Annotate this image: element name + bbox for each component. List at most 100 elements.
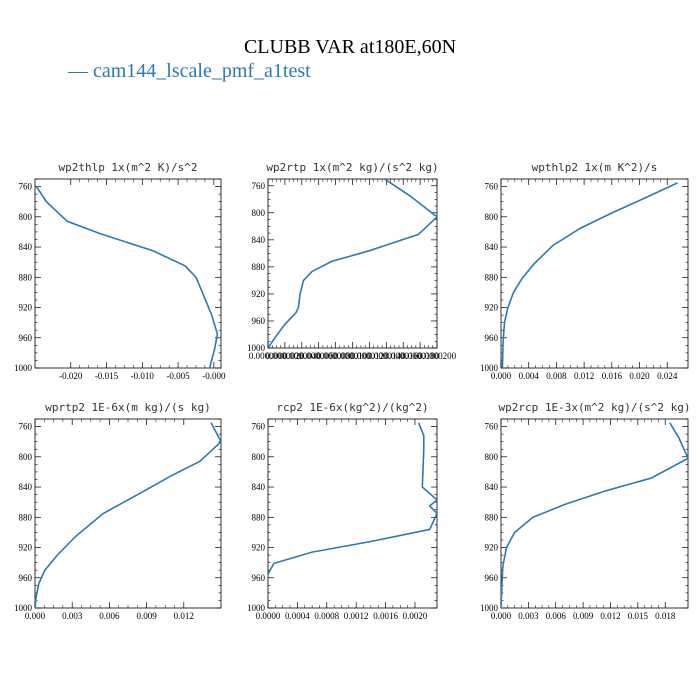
y-tick-label: 880	[485, 512, 499, 522]
x-tick-label: 0.0000180	[401, 351, 440, 361]
series-line	[268, 179, 437, 348]
x-tick-label: 0.008	[546, 371, 567, 381]
y-tick-label: 1000	[247, 343, 266, 353]
y-tick-label: 920	[19, 543, 33, 553]
x-tick-label: 0.012	[600, 611, 620, 621]
series-line	[35, 422, 221, 608]
x-tick-label: 0.018	[655, 611, 676, 621]
series-line	[501, 182, 678, 368]
y-tick-label: 760	[485, 422, 499, 432]
y-tick-label: 800	[485, 212, 499, 222]
chart-panel-6: wp2rcp 1E-3x(m^2 kg)/(s^2 kg) 760 800 840 88…	[480, 401, 691, 621]
y-tick-label: 1000	[480, 603, 499, 613]
x-tick-label: 0.003	[62, 611, 83, 621]
y-tick-label: 920	[485, 303, 499, 313]
chart-panel-2: wp2rtp 1x(m^2 kg)/(s^2 kg)760 800 840 880 92…	[247, 161, 457, 361]
x-tick-label: 0.0012	[344, 611, 369, 621]
chart-panel-4: wprtp2 1E-6x(m kg)/(s kg) 760 800 840 880 920…	[14, 401, 222, 621]
y-tick-label: 800	[19, 212, 33, 222]
y-tick-label: 800	[252, 208, 266, 218]
x-tick-label: -0.020	[59, 371, 83, 381]
y-tick-label: 960	[19, 573, 33, 583]
panel-title: wp2thlp 1x(m^2 K)/s^2	[58, 161, 197, 174]
x-tick-label: 0.000	[491, 371, 512, 381]
x-tick-label: 0.020	[629, 371, 650, 381]
y-tick-label: 960	[252, 316, 266, 326]
series-line	[501, 422, 688, 608]
x-tick-label: 0.0000	[256, 611, 281, 621]
x-tick-label: 0.015	[628, 611, 649, 621]
y-tick-label: 760	[252, 181, 266, 191]
y-tick-label: 960	[252, 573, 266, 583]
x-tick-label: 0.016	[602, 371, 623, 381]
panel-title: wp2rcp 1E-3x(m^2 kg)/(s^2 kg)	[498, 401, 690, 414]
y-tick-label: 760	[252, 422, 266, 432]
chart-panel-5: rcp2 1E-6x(kg^2)/(kg^2) 760 800 840 880 920 96…	[247, 401, 438, 621]
x-tick-label: 0.012	[574, 371, 594, 381]
plot-frame	[34, 418, 222, 609]
y-tick-label: 920	[19, 303, 33, 313]
x-tick-label: 0.0000100	[333, 351, 372, 361]
y-tick-label: 880	[485, 272, 499, 282]
panel-title: rcp2 1E-6x(kg^2)/(kg^2)	[276, 401, 428, 414]
x-tick-label: 0.0004	[285, 611, 310, 621]
y-tick-label: 760	[19, 422, 33, 432]
y-tick-label: 960	[19, 333, 33, 343]
series-line	[268, 422, 437, 575]
x-tick-label: 0.004	[519, 371, 540, 381]
plot-frame	[500, 418, 689, 609]
x-tick-label: 0.006	[546, 611, 567, 621]
x-tick-label: 0.0008	[314, 611, 339, 621]
x-tick-label: 0.0016	[373, 611, 398, 621]
y-tick-label: 840	[485, 482, 499, 492]
chart-panel-3: wpthlp2 1x(m K^2)/s 760 800 840 880 920 960 100…	[480, 161, 689, 381]
chart-panel-1: wp2thlp 1x(m^2 K)/s^2 760 800 840 880 920 960 1…	[14, 161, 226, 381]
y-tick-label: 840	[252, 482, 266, 492]
x-tick-label: 0.006	[99, 611, 120, 621]
y-tick-label: 960	[485, 573, 499, 583]
y-tick-label: 800	[19, 452, 33, 462]
y-tick-label: 840	[485, 242, 499, 252]
plot-frame	[267, 418, 438, 609]
plot-frame	[500, 178, 689, 369]
y-tick-label: 960	[485, 333, 499, 343]
x-tick-label: -0.015	[95, 371, 119, 381]
y-tick-label: 920	[252, 543, 266, 553]
x-tick-label: 0.0000000	[249, 351, 288, 361]
y-tick-label: 840	[252, 235, 266, 245]
legend-entry: — cam144_lscale_pmf_a1test	[68, 60, 311, 82]
x-tick-label: 0.0020	[403, 611, 428, 621]
panel-title: wpthlp2 1x(m K^2)/s	[532, 161, 658, 174]
y-tick-label: 1000	[14, 603, 33, 613]
x-tick-label: 0.000	[491, 611, 512, 621]
series-line	[35, 186, 219, 368]
panel-title: wp2rtp 1x(m^2 kg)/(s^2 kg)	[266, 161, 438, 174]
y-tick-label: 760	[485, 182, 499, 192]
y-tick-label: 840	[19, 482, 33, 492]
x-tick-label: 0.0000080	[316, 351, 355, 361]
plot-frame	[34, 178, 222, 369]
x-tick-label: -0.010	[131, 371, 155, 381]
x-tick-label: -0.005	[166, 371, 190, 381]
y-tick-label: 920	[485, 543, 499, 553]
figure-title: CLUBB VAR at180E,60N	[243, 36, 457, 58]
x-tick-label: 0.0000200	[418, 351, 457, 361]
y-tick-label: 880	[252, 262, 266, 272]
panel-title: wprtp2 1E-6x(m kg)/(s kg)	[45, 401, 211, 414]
y-tick-label: 920	[252, 289, 266, 299]
x-tick-label: 0.0000140	[367, 351, 406, 361]
x-tick-label: 0.000	[25, 611, 46, 621]
y-tick-label: 800	[485, 452, 499, 462]
x-tick-label: -0.000	[202, 371, 226, 381]
y-tick-label: 760	[19, 182, 33, 192]
y-tick-label: 800	[252, 452, 266, 462]
x-tick-label: 0.0000020	[266, 351, 305, 361]
y-tick-label: 840	[19, 242, 33, 252]
y-tick-label: 1000	[14, 363, 33, 373]
y-tick-label: 1000	[480, 363, 499, 373]
x-tick-label: 0.0000160	[384, 351, 423, 361]
plot-frame	[267, 178, 438, 349]
x-tick-label: 0.0000120	[350, 351, 389, 361]
x-tick-label: 0.024	[657, 371, 678, 381]
